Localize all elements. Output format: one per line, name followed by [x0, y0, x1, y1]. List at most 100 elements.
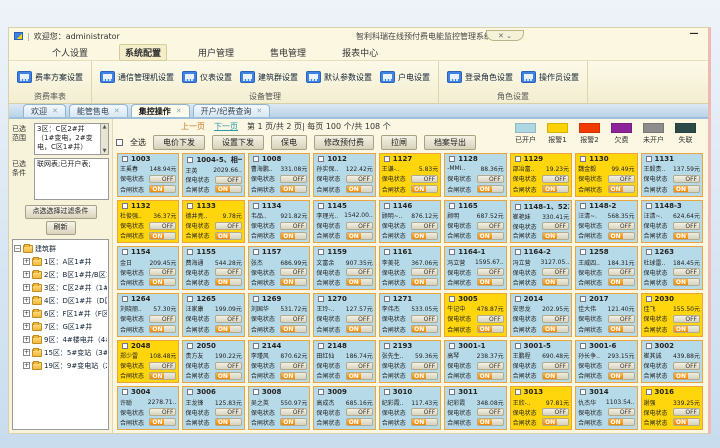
meter-card[interactable]: 1263 杜球雷.. 184.45元 保电状态 OFF 合闸状态 ON	[640, 246, 703, 290]
card-checkbox[interactable]	[318, 342, 325, 349]
range-scrollbar[interactable]: ▲ ▼	[100, 124, 108, 154]
select-all-checkbox[interactable]	[116, 139, 123, 146]
card-checkbox[interactable]	[383, 342, 390, 349]
card-checkbox[interactable]	[318, 296, 325, 302]
meter-card[interactable]: 2048 郑少雷 108.48元 保电状态 OFF 合闸状态 ON	[117, 339, 180, 384]
supply-off-toggle[interactable]: OFF	[411, 174, 439, 183]
meter-card[interactable]: 1269 刘国华 531.72元 保电状态 OFF 合闸状态 ON	[247, 293, 311, 337]
card-checkbox[interactable]	[514, 296, 521, 302]
card-checkbox[interactable]	[318, 249, 325, 256]
card-checkbox[interactable]	[122, 202, 128, 209]
card-checkbox[interactable]	[187, 202, 194, 209]
supply-off-toggle[interactable]: OFF	[345, 408, 373, 417]
ribbon-button-操作员设置[interactable]: 操作员设置	[521, 71, 579, 83]
switch-on-toggle[interactable]: ON	[214, 418, 242, 427]
switch-on-toggle[interactable]: ON	[672, 231, 700, 240]
supply-off-toggle[interactable]: OFF	[607, 314, 635, 323]
supply-off-toggle[interactable]: OFF	[280, 361, 308, 370]
card-checkbox[interactable]	[645, 389, 652, 396]
refresh-button[interactable]: 刷新	[45, 221, 76, 235]
ribbon-button-建筑群设置[interactable]: 建筑群设置	[240, 71, 298, 83]
tree-item[interactable]: +1区：A区1#井	[14, 255, 107, 268]
tree-item[interactable]: +9区：4#楼电井（4#楼	[14, 333, 107, 346]
meter-card[interactable]: 1146 顾明~.. 876.12元 保电状态 OFF 合闸状态 ON	[378, 199, 442, 244]
action-button-设置下发[interactable]: 设置下发	[212, 135, 264, 150]
card-checkbox[interactable]	[580, 342, 587, 349]
card-checkbox[interactable]	[580, 202, 587, 209]
meter-card[interactable]: 2014 安思龙 202.95元 保电状态 OFF 合闸状态 ON	[509, 293, 573, 337]
expand-icon[interactable]: +	[23, 258, 30, 265]
switch-on-toggle[interactable]: ON	[411, 278, 439, 287]
switch-on-toggle[interactable]: ON	[542, 325, 570, 334]
switch-on-toggle[interactable]: ON	[214, 231, 242, 240]
supply-off-toggle[interactable]: OFF	[411, 361, 439, 370]
card-checkbox[interactable]	[252, 202, 259, 209]
meter-card[interactable]: 1270 王玲-.. 127.57元 保电状态 OFF 合闸状态 ON	[313, 293, 376, 337]
card-checkbox[interactable]	[449, 342, 456, 349]
switch-on-toggle[interactable]: ON	[542, 278, 570, 287]
meter-card[interactable]: 3001-5 王鹏程 690.48元 保电状态 OFF 合闸状态 ON	[509, 339, 573, 384]
card-checkbox[interactable]	[514, 342, 521, 349]
switch-on-toggle[interactable]: ON	[542, 231, 570, 240]
switch-on-toggle[interactable]: ON	[280, 278, 308, 287]
card-checkbox[interactable]	[252, 296, 259, 302]
switch-on-toggle[interactable]: ON	[542, 418, 570, 427]
supply-off-toggle[interactable]: OFF	[149, 268, 177, 277]
meter-card[interactable]: 2050 贵方友 190.22元 保电状态 OFF 合闸状态 ON	[182, 339, 245, 384]
card-checkbox[interactable]	[122, 249, 128, 256]
supply-off-toggle[interactable]: OFF	[607, 174, 635, 183]
card-checkbox[interactable]	[514, 249, 521, 256]
supply-off-toggle[interactable]: OFF	[476, 361, 504, 370]
supply-off-toggle[interactable]: OFF	[345, 314, 373, 323]
card-checkbox[interactable]	[383, 202, 390, 209]
action-button-档案导出[interactable]: 档案导出	[424, 135, 476, 150]
menu-item-报表中心[interactable]: 报表中心	[342, 48, 379, 59]
switch-on-toggle[interactable]: ON	[149, 185, 177, 194]
meter-card[interactable]: 3005 牛记中 478.87元 保电状态 OFF 合闸状态 ON	[444, 293, 507, 337]
switch-on-toggle[interactable]: ON	[411, 371, 439, 380]
collapse-icon[interactable]: −	[14, 245, 21, 252]
switch-on-toggle[interactable]: ON	[345, 325, 373, 334]
card-checkbox[interactable]	[122, 389, 128, 396]
switch-on-toggle[interactable]: ON	[214, 278, 242, 287]
supply-off-toggle[interactable]: OFF	[476, 268, 504, 277]
switch-on-toggle[interactable]: ON	[345, 231, 373, 240]
switch-on-toggle[interactable]: ON	[411, 325, 439, 334]
action-button-保电[interactable]: 保电	[271, 135, 307, 150]
supply-off-toggle[interactable]: OFF	[542, 268, 570, 277]
meter-card[interactable]: 1132 杜俊强.. 36.37元 保电状态 OFF 合闸状态 ON	[117, 199, 180, 244]
switch-on-toggle[interactable]: ON	[280, 325, 308, 334]
switch-on-toggle[interactable]: ON	[607, 278, 635, 287]
meter-card[interactable]: 1258 王威四.. 184.31元 保电状态 OFF 合闸状态 ON	[575, 246, 638, 290]
selected-condition-box[interactable]: 联网表;已开户表;	[34, 158, 109, 200]
meter-card[interactable]: 2030 佳飞 155.50元 保电状态 OFF 合闸状态 ON	[640, 293, 703, 337]
switch-on-toggle[interactable]: ON	[280, 185, 308, 194]
card-checkbox[interactable]	[318, 202, 325, 209]
meter-card[interactable]: 2017 佳大伟 121.40元 保电状态 OFF 合闸状态 ON	[575, 293, 638, 337]
meter-card[interactable]: 1128 -MMI.. 88.36元 保电状态 OFF 合闸状态 ON	[444, 153, 507, 197]
meter-card[interactable]: 3010 纪彩霞.. 117.43元 保电状态 OFF 合闸状态 ON	[378, 386, 442, 430]
expand-icon[interactable]: +	[23, 297, 30, 304]
expand-icon[interactable]: +	[23, 349, 30, 356]
menu-item-系统配置[interactable]: 系统配置	[119, 43, 168, 61]
meter-card[interactable]: 2193 张先生.. 59.36元 保电状态 OFF 合闸状态 ON	[378, 339, 442, 384]
card-checkbox[interactable]	[449, 156, 456, 162]
supply-off-toggle[interactable]: OFF	[607, 268, 635, 277]
ribbon-button-费率方案设置[interactable]: 费率方案设置	[17, 71, 83, 83]
switch-on-toggle[interactable]: ON	[672, 325, 700, 334]
meter-card[interactable]: 1154 金日 209.45元 保电状态 OFF 合闸状态 ON	[117, 246, 180, 290]
switch-on-toggle[interactable]: ON	[214, 185, 242, 194]
switch-on-toggle[interactable]: ON	[280, 418, 308, 427]
card-checkbox[interactable]	[187, 157, 194, 163]
meter-card[interactable]: 1008 曹海鹏.. 331.08元 保电状态 OFF 合闸状态 ON	[247, 153, 311, 197]
card-checkbox[interactable]	[580, 389, 587, 396]
card-checkbox[interactable]	[383, 296, 390, 302]
meter-card[interactable]: 1004-5、相一 王英 2029.66.. 保电状态 OFF 合闸状态 ON	[182, 153, 245, 197]
switch-on-toggle[interactable]: ON	[476, 418, 504, 427]
supply-off-toggle[interactable]: OFF	[411, 268, 439, 277]
supply-off-toggle[interactable]: OFF	[149, 221, 177, 230]
card-checkbox[interactable]	[580, 249, 587, 256]
meter-card[interactable]: 3001-1 高琴 238.37元 保电状态 OFF 合闸状态 ON	[444, 339, 507, 384]
meter-card[interactable]: 1148-2 汪清~. 568.35元 保电状态 OFF 合闸状态 ON	[575, 199, 638, 244]
scroll-up-icon[interactable]: ▲	[102, 124, 107, 130]
